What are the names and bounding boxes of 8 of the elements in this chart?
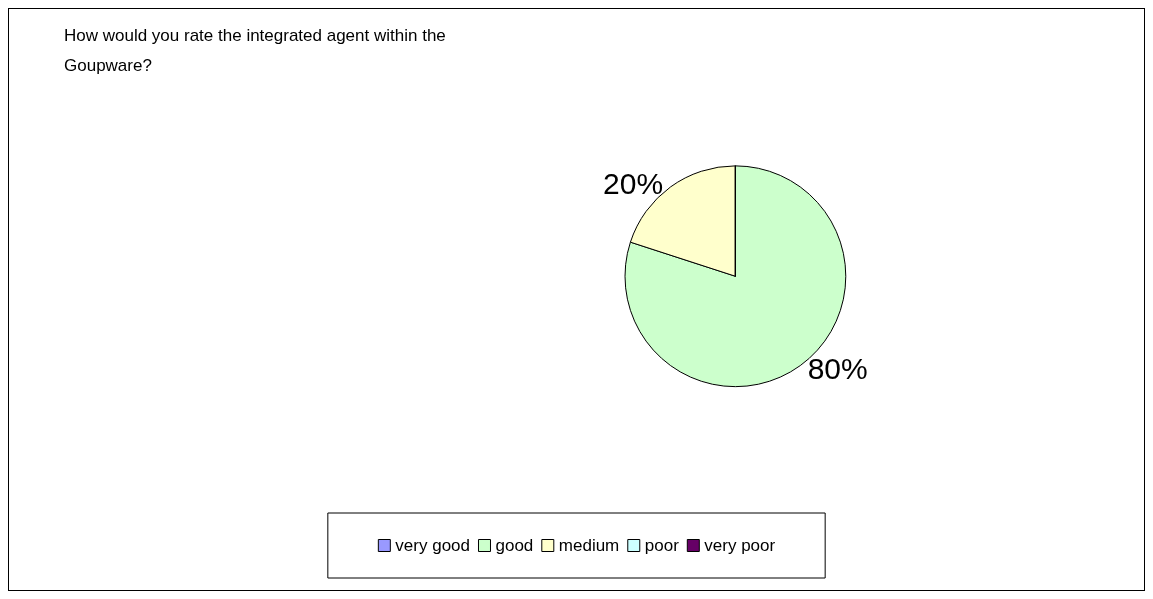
legend-label: good: [495, 536, 534, 555]
legend-label: poor: [644, 536, 680, 555]
legend-label: medium: [558, 536, 620, 555]
data-label: 20%: [603, 167, 664, 201]
legend-label: very poor: [704, 536, 776, 555]
data-label: 80%: [807, 352, 868, 386]
chart-title: How would you rate the integrated agent within the Goupware?: [64, 25, 451, 75]
legend-label: very good: [395, 536, 471, 555]
